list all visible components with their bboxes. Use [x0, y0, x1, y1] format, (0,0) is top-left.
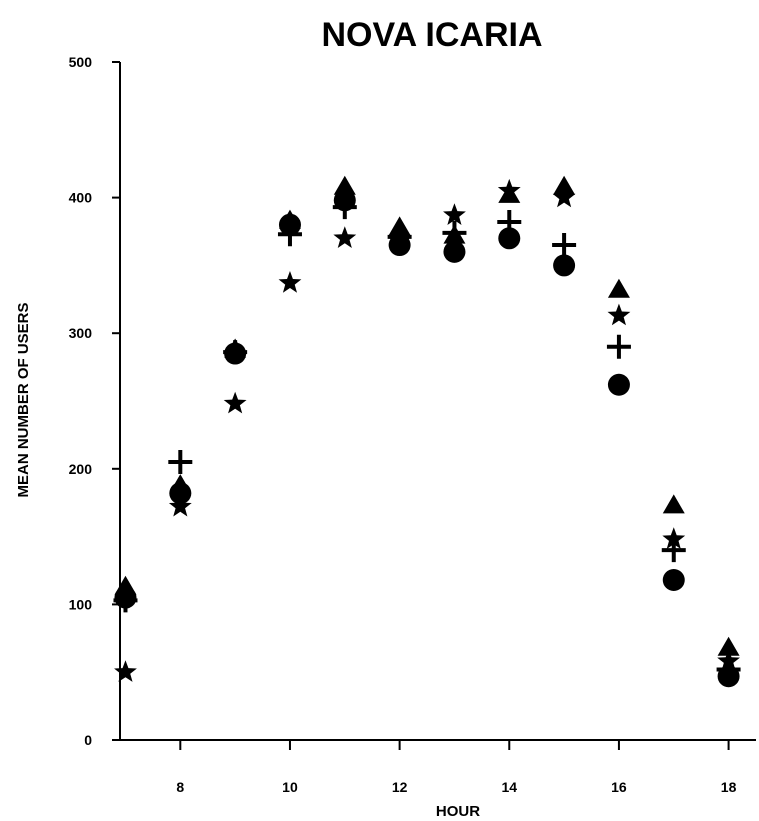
triangle-point	[169, 474, 192, 494]
x-tick-label: 12	[392, 779, 408, 795]
star-point	[552, 185, 576, 208]
x-tick-label: 18	[721, 779, 737, 795]
star-point	[333, 226, 357, 248]
star-point	[114, 660, 137, 682]
x-tick-label: 14	[501, 779, 517, 795]
plus-point	[332, 195, 357, 220]
star-point	[607, 303, 631, 326]
x-ticks: 8 10 12 14 16 18	[176, 740, 737, 795]
data-points	[113, 175, 741, 688]
plus-point	[497, 210, 522, 235]
triangle-point	[662, 494, 685, 514]
circle-point	[498, 227, 521, 250]
circle-point	[662, 568, 685, 591]
triangle-point	[717, 636, 740, 656]
y-tick-label: 0	[84, 732, 92, 748]
y-tick-label: 100	[69, 596, 93, 612]
y-tick-label: 300	[69, 325, 93, 341]
triangle-point	[278, 209, 301, 229]
star-point	[662, 527, 686, 550]
plus-point	[442, 220, 467, 245]
star-point	[168, 494, 192, 517]
x-axis-label: HOUR	[436, 803, 480, 820]
plus-point	[113, 588, 138, 613]
x-tick-label: 8	[176, 779, 184, 795]
triangle-point	[114, 575, 137, 595]
circle-point	[607, 373, 630, 396]
star-point	[278, 271, 302, 293]
y-tick-label: 400	[69, 190, 93, 206]
plus-point	[223, 340, 248, 365]
star-point	[223, 391, 247, 414]
x-tick-label: 16	[611, 779, 627, 795]
triangle-point	[553, 175, 576, 195]
triangle-point	[333, 175, 356, 195]
chart-title: NOVA ICARIA	[322, 16, 543, 54]
circle-point	[443, 240, 466, 263]
star-point	[388, 228, 412, 251]
y-ticks: 0 100 200 300 400 500	[69, 54, 120, 748]
circle-point	[553, 254, 576, 277]
plus-point	[606, 334, 631, 359]
plus-point	[552, 233, 577, 258]
y-tick-label: 500	[69, 54, 93, 70]
plus-point	[277, 222, 302, 247]
star-point	[497, 178, 521, 201]
x-tick-label: 10	[282, 779, 298, 795]
y-tick-label: 200	[69, 461, 93, 477]
star-point	[443, 203, 466, 225]
triangle-point	[607, 278, 630, 298]
star-point	[717, 649, 740, 672]
y-axis-label: MEAN NUMBER OF USERS	[15, 302, 32, 497]
plus-point	[168, 450, 193, 475]
